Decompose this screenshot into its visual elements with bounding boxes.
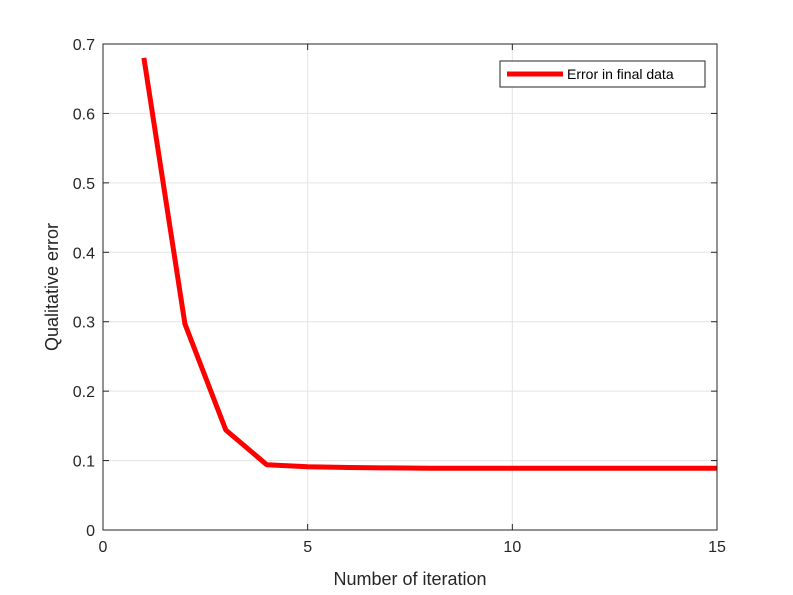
x-tick-label: 5 bbox=[303, 539, 312, 556]
y-tick-label: 0.2 bbox=[73, 384, 95, 401]
x-tick-label: 0 bbox=[99, 539, 108, 556]
axis-ticks: 0 5 10 15 0 0.1 0.2 0.3 0.4 0.5 0.6 0.7 bbox=[73, 37, 726, 556]
legend: Error in final data bbox=[499, 60, 706, 88]
y-axis-label: Qualitative error bbox=[42, 223, 62, 351]
x-tick-label: 10 bbox=[503, 539, 521, 556]
plot-area bbox=[141, 57, 717, 471]
series-line bbox=[141, 57, 717, 471]
legend-label: Error in final data bbox=[567, 66, 674, 82]
y-tick-label: 0.3 bbox=[73, 315, 95, 332]
y-tick-label: 0.4 bbox=[73, 245, 95, 262]
y-tick-label: 0.6 bbox=[73, 106, 95, 123]
grid-lines bbox=[103, 44, 717, 530]
y-tick-label: 0.7 bbox=[73, 37, 95, 54]
x-axis-label: Number of iteration bbox=[333, 569, 486, 589]
x-tick-label: 15 bbox=[708, 539, 726, 556]
axes-box bbox=[102, 43, 718, 531]
y-tick-label: 0.5 bbox=[73, 176, 95, 193]
y-tick-label: 0 bbox=[86, 523, 95, 540]
y-tick-label: 0.1 bbox=[73, 454, 95, 471]
